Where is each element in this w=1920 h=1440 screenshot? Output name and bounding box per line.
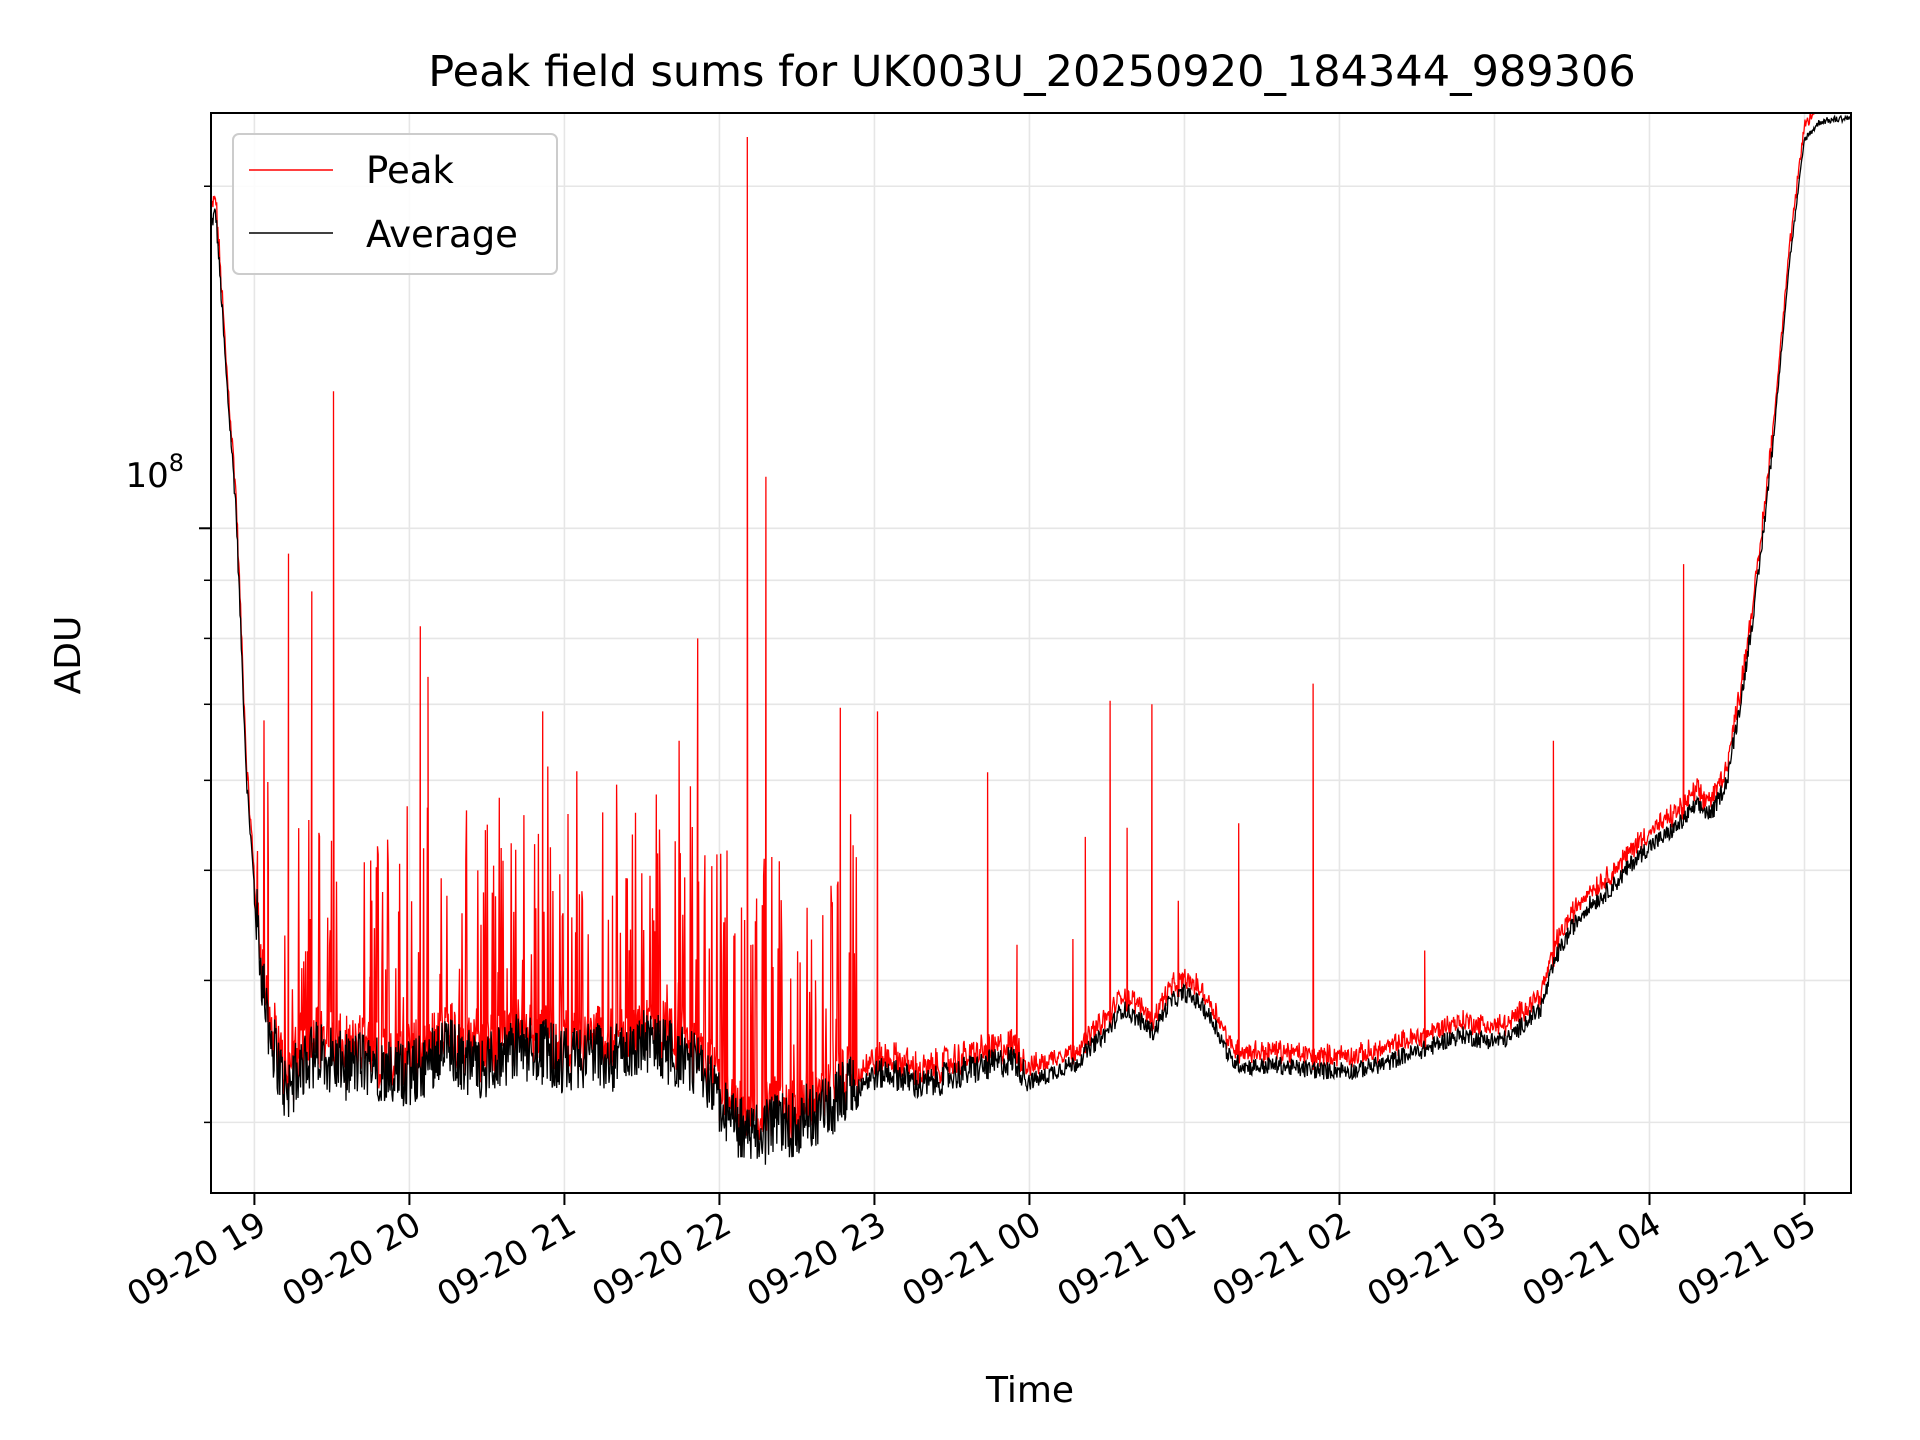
x-axis-label: Time xyxy=(985,1370,1074,1411)
plot-frame xyxy=(210,112,1852,1194)
legend-label-average: Average xyxy=(366,213,518,256)
y-tick-exponent: 8 xyxy=(169,449,184,477)
y-axis-label: ADU xyxy=(48,616,89,695)
series-average-line xyxy=(211,114,1851,1165)
legend-label-peak: Peak xyxy=(366,149,454,192)
legend: Peak Average xyxy=(232,133,558,275)
y-tick-base: 10 xyxy=(125,456,168,496)
series-layer xyxy=(211,113,1851,1165)
chart-title: Peak field sums for UK003U_20250920_1843… xyxy=(428,47,1636,97)
y-tick-label-1e8: 108 xyxy=(125,449,184,496)
svg-text:108: 108 xyxy=(125,449,184,496)
legend-box xyxy=(232,133,558,275)
